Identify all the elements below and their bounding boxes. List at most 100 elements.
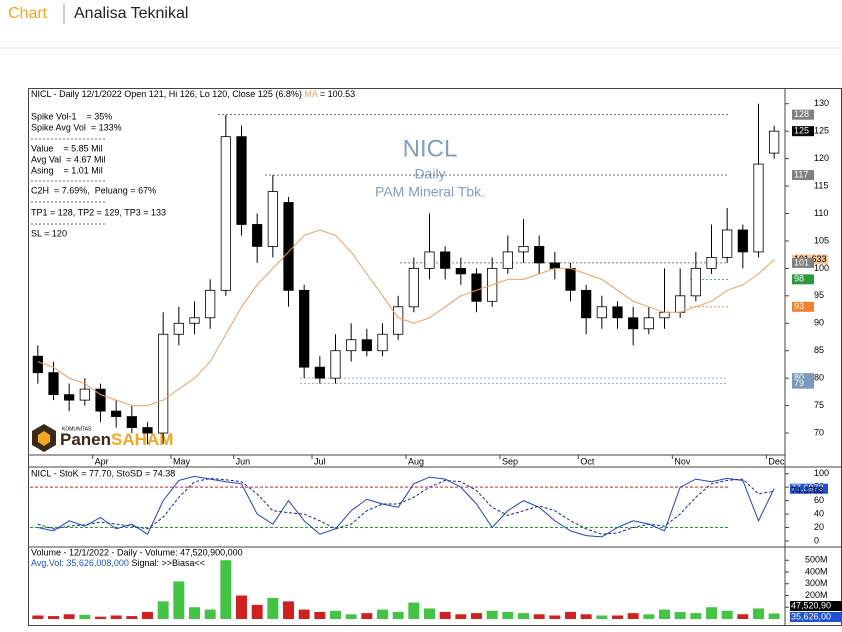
watermark: PAM Mineral Tbk. [375, 184, 485, 200]
volume-bar [189, 607, 200, 619]
info-line: TP1 = 128, TP2 = 129, TP3 = 133 [31, 207, 166, 217]
info-separators [31, 138, 105, 225]
ma-label: = 100.53 [320, 89, 355, 99]
volume-bar [377, 609, 388, 619]
y-tick-label: 40 [814, 508, 824, 518]
stoch-line [37, 475, 775, 538]
level-label: 79 [794, 378, 804, 388]
candle-body [408, 267, 419, 308]
logo-second: SAHAM [111, 430, 173, 449]
logo-icon [32, 424, 56, 452]
y-tick-label: 500M [805, 555, 828, 565]
page-title: Analisa Teknikal [74, 5, 188, 22]
ma-line [37, 229, 775, 407]
volume-bar [110, 615, 122, 619]
y-tick-label: 0 [814, 535, 819, 545]
title-text: NICL - Daily 12/1/2022 Open 121, Hi 126,… [31, 89, 302, 99]
candle-body [502, 251, 513, 269]
x-tick-label: Jul [314, 456, 326, 466]
info-line: Asing = 1.01 Mil [31, 165, 103, 175]
candle-body [581, 289, 592, 319]
y-tick-label: 70 [814, 427, 824, 437]
stoch-line [37, 477, 775, 535]
y-tick-label: 90 [814, 318, 824, 328]
avg-vol: Avg.Vol: 35,626,008,000 [31, 558, 129, 568]
level-label: 117 [794, 169, 808, 179]
volume-subtitle: Avg.Vol: 35,626,008,000 Signal: >>Biasa<… [31, 558, 205, 568]
volume-bar [659, 609, 670, 619]
volume-bar [345, 614, 357, 619]
volume-title: Volume - 12/1/2022 - Daily - Volume: 47,… [31, 547, 243, 557]
signal: Signal: >>Biasa<< [131, 558, 205, 568]
volume-bar [439, 611, 451, 619]
candle-body [126, 416, 137, 428]
candle-body [173, 322, 184, 335]
volume-bar [361, 613, 373, 619]
watermark: NICL [403, 135, 458, 162]
x-tick-label: Nov [674, 456, 691, 466]
candle-body [440, 251, 451, 269]
candle-body [330, 350, 341, 379]
candle-body [314, 366, 325, 379]
volume-bar [204, 609, 216, 619]
volume-bar [753, 608, 764, 619]
volume-bar [408, 602, 420, 619]
level-box [792, 373, 814, 384]
brand[interactable]: Chart [8, 5, 48, 22]
candle-body [675, 295, 686, 313]
candle-body [377, 333, 388, 352]
candle-body [471, 273, 482, 302]
value-box-label: 47,520,90 [791, 600, 831, 610]
y-tick-label: 80 [814, 373, 824, 383]
volume-bar [142, 611, 153, 619]
y-tick-label: 105 [814, 235, 829, 245]
level-label: 98 [794, 274, 804, 284]
candle-body [612, 306, 623, 319]
volume-bar [392, 611, 404, 619]
volume-bar [283, 601, 294, 619]
y-tick-label: 100 [814, 468, 829, 478]
volume-bar [690, 613, 702, 619]
candle-body [722, 229, 733, 258]
candle-body [111, 410, 122, 417]
level-box [792, 274, 814, 285]
volume-bar [267, 597, 279, 619]
volume-bar [486, 610, 498, 619]
candle-body [393, 306, 404, 335]
volume-bar [63, 614, 75, 619]
level-label: 101 [794, 257, 809, 267]
candle-body [32, 355, 43, 374]
volume-bar [518, 613, 529, 619]
x-tick-label: May [173, 456, 191, 466]
level-box [792, 378, 814, 389]
level-label: 125 [794, 126, 809, 136]
volume-bar [549, 615, 561, 619]
candle-body [737, 229, 748, 253]
volume-bar [157, 601, 169, 619]
y-tick-label: 75 [814, 400, 824, 410]
volume-bar [251, 604, 263, 619]
volume-bar [502, 611, 514, 619]
volume-bar [612, 615, 623, 619]
volume-bar [330, 610, 341, 619]
y-tick-label: 85 [814, 345, 824, 355]
candle-body [424, 251, 435, 269]
stoch-title: NICL - StoK = 77.70, StoSD = 74.38 [31, 468, 175, 478]
candle-body [142, 427, 153, 434]
volume-bar [643, 614, 655, 619]
volume-bar [314, 611, 326, 619]
volume-bar [596, 615, 608, 619]
candle-body [79, 388, 90, 401]
level-box [792, 257, 814, 268]
candle-body [455, 267, 466, 275]
candle-body [534, 246, 545, 264]
y-tick-label: 60 [814, 495, 824, 505]
candle-body [518, 246, 529, 253]
logo: PanenSAHAM [60, 430, 173, 449]
candle-body [706, 257, 717, 269]
volume-bar [580, 614, 592, 619]
x-tick-label: Aug [408, 456, 424, 466]
volume-bar [173, 581, 185, 619]
candle-body [769, 130, 780, 154]
y-tick-label: 100 [814, 263, 829, 273]
